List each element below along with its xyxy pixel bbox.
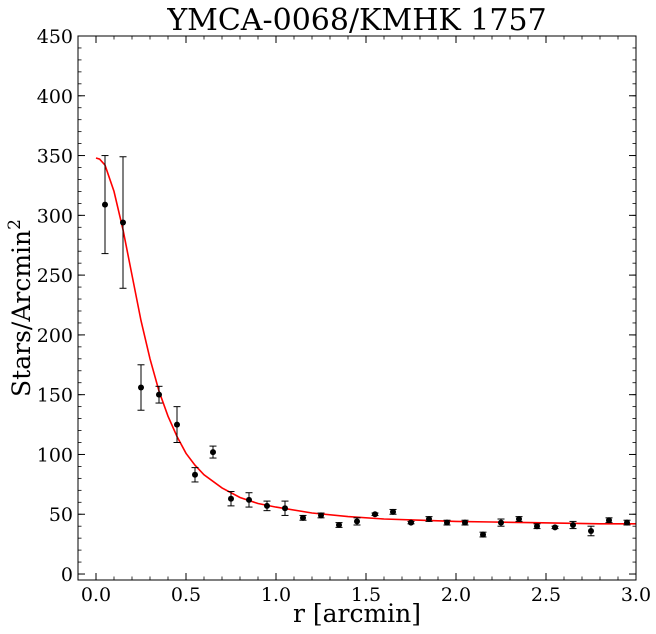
x-tick-label: 2.0 — [441, 584, 471, 606]
data-point — [264, 502, 270, 509]
data-point — [498, 519, 504, 526]
data-point — [570, 522, 576, 529]
data-point — [282, 505, 288, 512]
data-point — [354, 518, 360, 525]
data-point — [588, 527, 594, 534]
y-axis-label-text: Stars/Arcmin — [7, 230, 36, 397]
y-tick-label: 100 — [37, 444, 73, 466]
y-tick-label: 250 — [37, 265, 73, 287]
king-profile-fit-line — [95, 157, 636, 525]
data-point — [156, 391, 162, 398]
y-tick-label: 200 — [37, 325, 73, 347]
x-tick-label: 0.0 — [81, 584, 111, 606]
data-point — [318, 512, 324, 519]
chart-title: YMCA-0068/KMHK 1757 — [166, 3, 546, 38]
y-tick-label: 50 — [49, 504, 73, 526]
y-tick-label: 300 — [37, 205, 73, 227]
x-tick-label: 1.0 — [261, 584, 291, 606]
data-point — [228, 495, 234, 502]
y-tick-label: 450 — [37, 26, 73, 48]
x-tick-label: 0.5 — [171, 584, 201, 606]
axis-ticks: 0.0 0.5 1.0 1.5 2.0 2.5 3.0 0 50 100 150 200 250 300 3… — [37, 26, 651, 606]
data-point — [372, 511, 378, 518]
data-point — [138, 384, 144, 391]
data-point — [300, 514, 306, 521]
data-point — [408, 519, 414, 526]
y-axis-label-superscript: 2 — [5, 219, 25, 230]
data-point — [120, 219, 126, 226]
data-point — [426, 516, 432, 523]
data-point — [192, 471, 198, 478]
x-axis-label: r [arcmin] — [293, 599, 421, 628]
data-point — [210, 449, 216, 456]
y-axis-label: Stars/Arcmin2 — [5, 219, 36, 397]
y-tick-label: 400 — [37, 86, 73, 108]
data-point — [390, 508, 396, 515]
plot-frame — [77, 35, 637, 581]
y-tick-label: 0 — [61, 564, 73, 586]
data-point — [102, 201, 108, 208]
data-point — [552, 524, 558, 531]
data-point — [462, 519, 468, 526]
y-tick-label: 350 — [37, 146, 73, 168]
x-tick-label: 3.0 — [621, 584, 651, 606]
data-point — [516, 516, 522, 523]
x-tick-label: 2.5 — [531, 584, 561, 606]
data-point — [174, 421, 180, 428]
data-points-layer — [101, 155, 631, 538]
data-point — [480, 531, 486, 538]
data-point — [336, 522, 342, 529]
data-point — [246, 496, 252, 503]
data-point — [444, 519, 450, 526]
fit-curve-layer — [95, 157, 636, 525]
data-point — [534, 523, 540, 530]
data-point — [624, 519, 630, 526]
y-tick-label: 150 — [37, 385, 73, 407]
data-point — [606, 517, 612, 524]
x-tick-label: 1.5 — [351, 584, 381, 606]
